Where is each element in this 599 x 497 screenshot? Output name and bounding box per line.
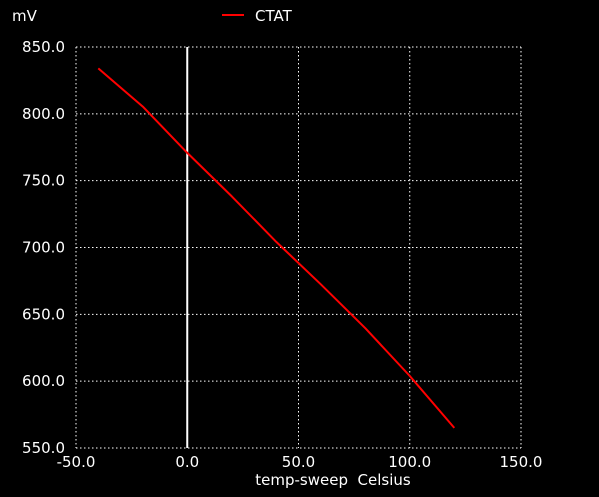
- series-line-ctat: [97, 67, 456, 429]
- legend-label-ctat: CTAT: [255, 7, 293, 25]
- x-axis-title: temp-sweep Celsius: [255, 471, 411, 489]
- x-tick-label-0: -50.0: [57, 453, 96, 471]
- y-tick-label-0: 550.0: [22, 439, 65, 457]
- y-tick-labels: 550.0 600.0 650.0 700.0 750.0 800.0 850.0: [22, 38, 65, 457]
- y-tick-label-2: 650.0: [22, 305, 65, 323]
- x-tick-label-1: 0.0: [175, 453, 199, 471]
- x-tick-labels: -50.0 0.0 50.0 100.0 150.0: [57, 453, 543, 471]
- y-tick-label-1: 600.0: [22, 372, 65, 390]
- y-axis-title: mV: [12, 7, 38, 25]
- x-tick-label-2: 50.0: [282, 453, 315, 471]
- y-tick-label-6: 850.0: [22, 38, 65, 56]
- series-group: [97, 67, 456, 429]
- y-tick-label-4: 750.0: [22, 172, 65, 190]
- y-tick-label-3: 700.0: [22, 239, 65, 257]
- legend: CTAT: [222, 7, 293, 25]
- y-tick-label-5: 800.0: [22, 105, 65, 123]
- x-tick-label-4: 150.0: [500, 453, 543, 471]
- x-tick-label-3: 100.0: [388, 453, 431, 471]
